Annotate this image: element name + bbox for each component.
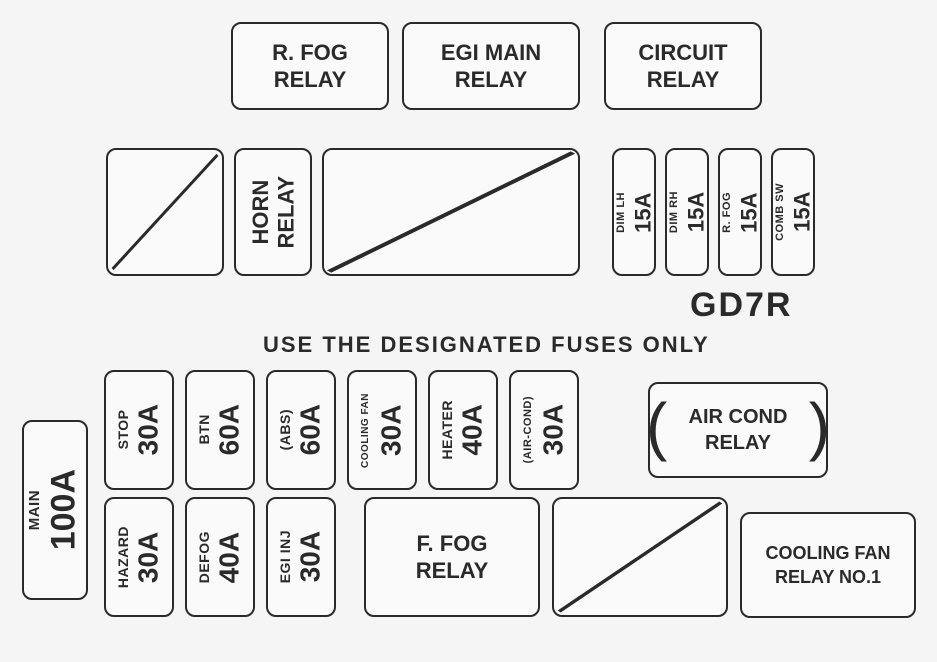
r-fog-relay-label: R. FOGRELAY [272,39,348,94]
fuse-egi-inj: EGI INJ30A [266,497,336,617]
blank-slot-1 [106,148,224,276]
fuse-main: MAIN100A [22,420,88,600]
air-cond-relay: AIR CONDRELAY [648,382,828,478]
fuse-defog: DEFOG40A [185,497,255,617]
horn-relay: HORNRELAY [234,148,312,276]
circuit-relay: CIRCUITRELAY [604,22,762,110]
cooling-fan-relay-1: COOLING FANRELAY NO.1 [740,512,916,618]
fuse-comb-sw: COMB SW15A [771,148,815,276]
fuse-abs: (ABS)60A [266,370,336,490]
notice-text: USE THE DESIGNATED FUSES ONLY [263,332,710,358]
diagonal-icon [324,150,578,274]
blank-slot-2 [322,148,580,276]
egi-main-relay: EGI MAINRELAY [402,22,580,110]
blank-slot-3 [552,497,728,617]
fuse-dim-lh: DIM LH15A [612,148,656,276]
fuse-heater: HEATER40A [428,370,498,490]
r-fog-relay: R. FOGRELAY [231,22,389,110]
fuse-btn: BTN60A [185,370,255,490]
fuse-air-cond: (AIR-COND)30A [509,370,579,490]
fuse-dim-rh: DIM RH15A [665,148,709,276]
model-code: GD7R [690,286,792,325]
fuse-stop: STOP30A [104,370,174,490]
egi-main-relay-label: EGI MAINRELAY [441,39,541,94]
f-fog-relay: F. FOGRELAY [364,497,540,617]
diagonal-icon [108,150,222,274]
diagonal-icon [554,499,726,615]
fuse-r-fog: R. FOG15A [718,148,762,276]
cooling-fan-relay-label: COOLING FANRELAY NO.1 [766,541,891,590]
f-fog-relay-label: F. FOGRELAY [416,530,489,585]
horn-relay-label: HORNRELAY [248,176,299,249]
circuit-relay-label: CIRCUITRELAY [638,39,727,94]
fuse-hazard: HAZARD30A [104,497,174,617]
fuse-cooling-fan: COOLING FAN30A [347,370,417,490]
air-cond-relay-label: AIR CONDRELAY [667,404,810,456]
